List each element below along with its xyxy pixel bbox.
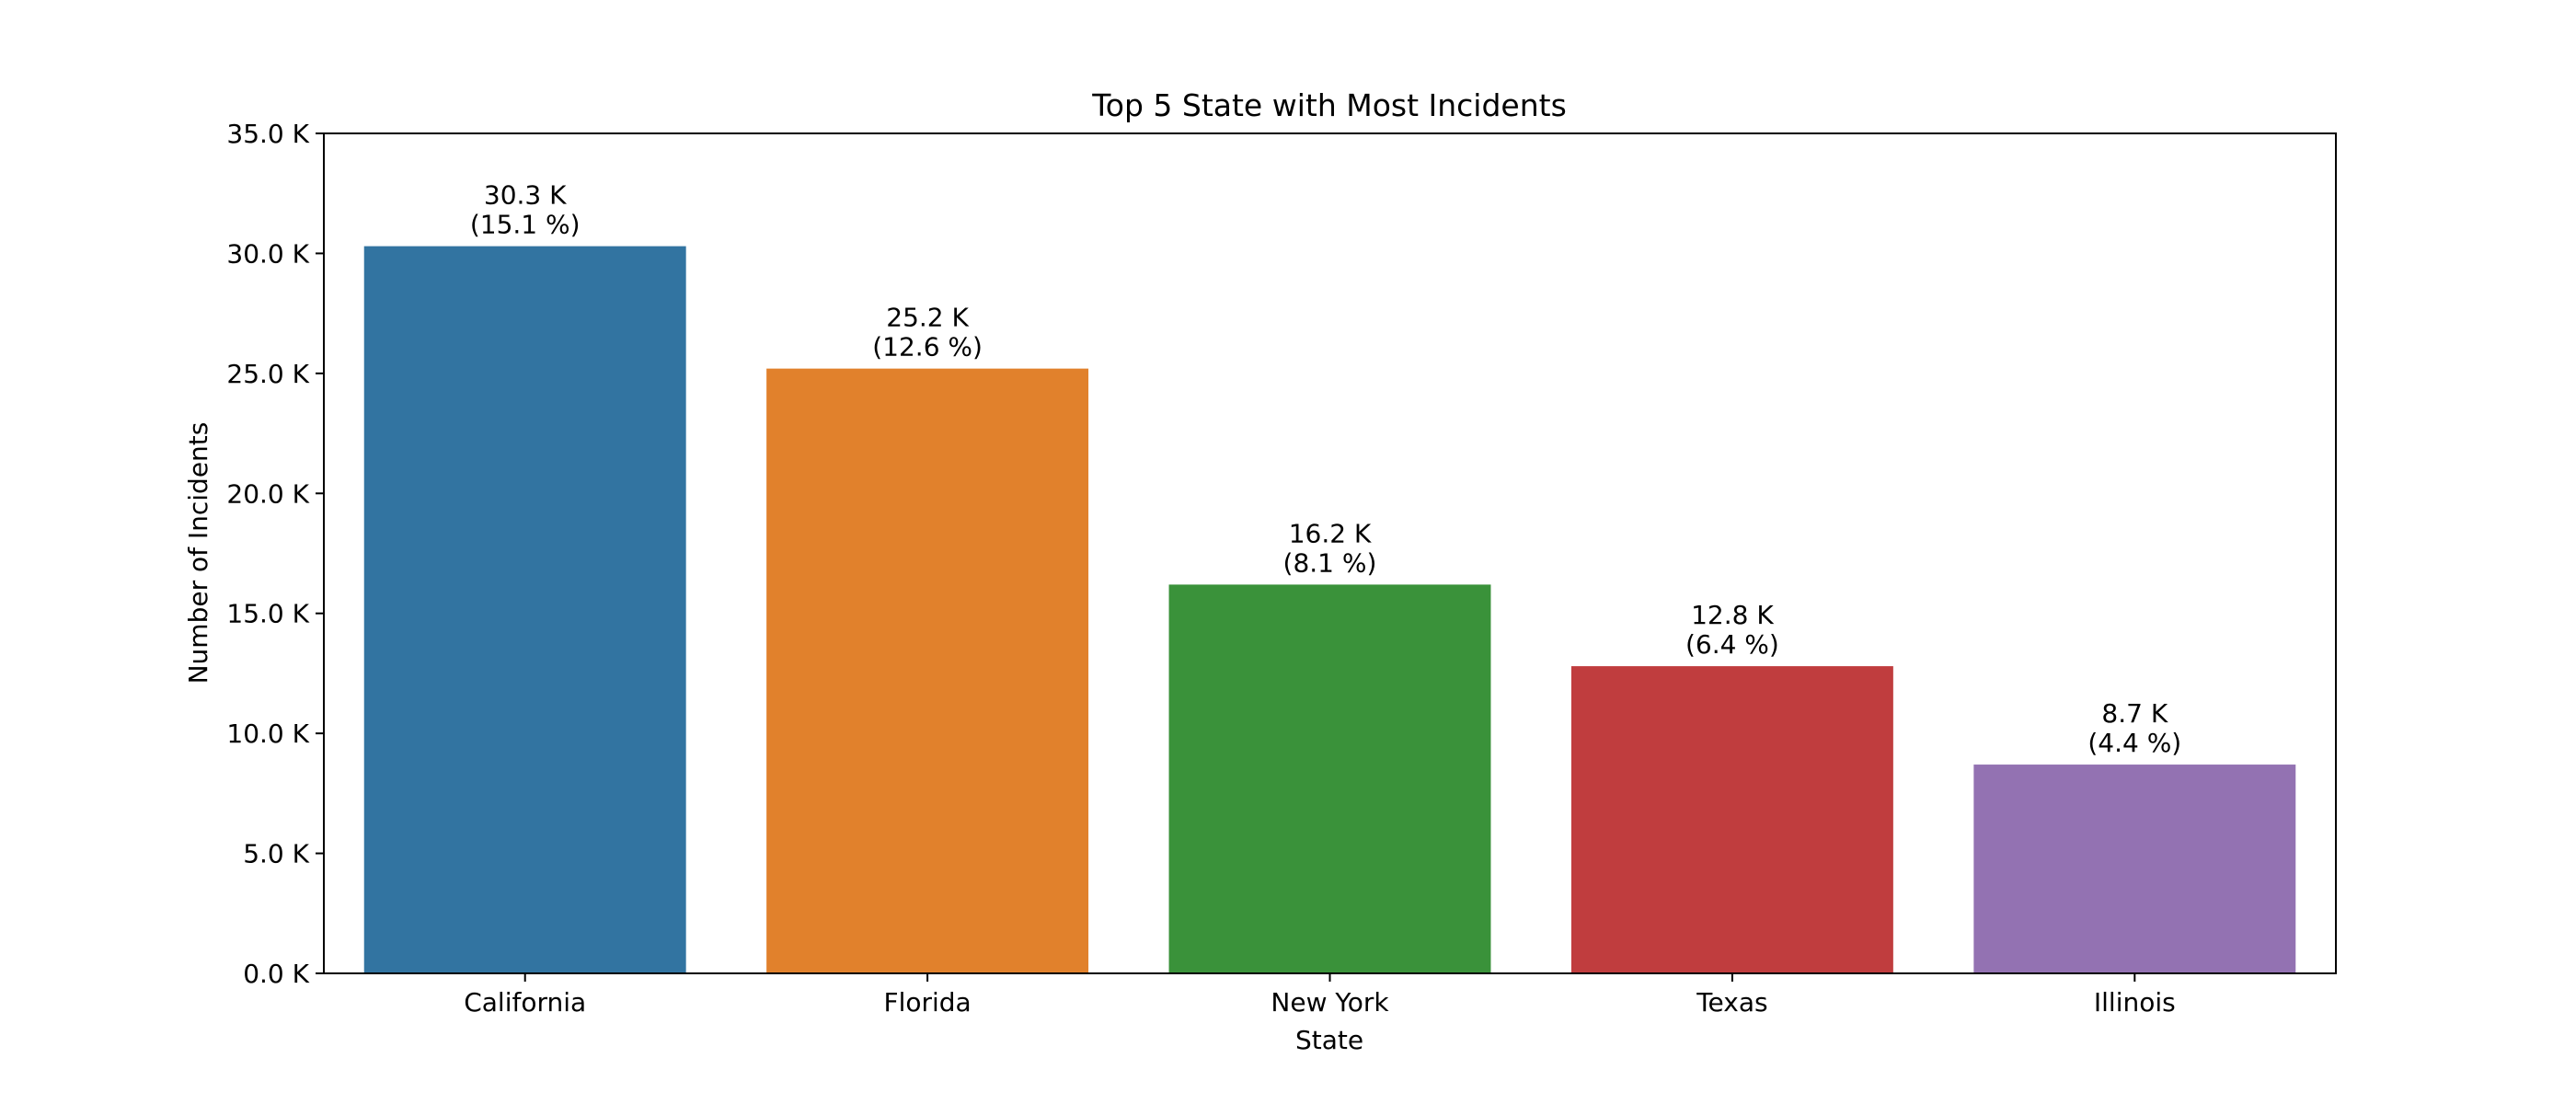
x-tick-label: Illinois	[2094, 987, 2176, 1018]
y-tick-label: 20.0 K	[226, 478, 309, 509]
x-axis: California Florida New York Texas Illinois	[464, 973, 2176, 1018]
y-tick-label: 25.0 K	[226, 359, 309, 389]
bars-layer	[363, 246, 2296, 973]
bar-new-york	[1168, 584, 1491, 973]
y-tick-label: 0.0 K	[243, 959, 309, 989]
y-tick-label: 35.0 K	[226, 119, 309, 149]
y-tick-label: 15.0 K	[226, 599, 309, 629]
bar-percent-label: (15.1 %)	[470, 210, 581, 240]
bar-percent-label: (4.4 %)	[2087, 728, 2181, 758]
bar-florida	[766, 368, 1089, 973]
bar-percent-label: (8.1 %)	[1283, 547, 1377, 578]
bar-value-label: 8.7 K	[2101, 698, 2168, 729]
y-axis-label: Number of Incidents	[183, 422, 213, 684]
bar-percent-label: (6.4 %)	[1685, 629, 1779, 660]
chart-title: Top 5 State with Most Incidents	[1091, 87, 1567, 123]
bar-value-label: 12.8 K	[1691, 600, 1774, 630]
bar-california	[363, 246, 686, 973]
plot-frame	[323, 132, 2337, 974]
x-tick-label: California	[464, 987, 586, 1018]
bar-texas	[1570, 666, 1893, 973]
y-tick-label: 30.0 K	[226, 238, 309, 269]
y-tick-label: 5.0 K	[243, 839, 309, 869]
x-axis-label: State	[1295, 1025, 1363, 1055]
bar-value-label: 16.2 K	[1289, 518, 1372, 548]
x-tick-label: New York	[1271, 987, 1389, 1018]
data-labels-layer: 30.3 K(15.1 %) 25.2 K(12.6 %) 16.2 K(8.1 %…	[470, 180, 2181, 758]
bar-illinois	[1973, 765, 2296, 973]
bar-value-label: 25.2 K	[886, 303, 969, 333]
y-tick-label: 10.0 K	[226, 719, 309, 749]
x-tick-label: Texas	[1696, 987, 1767, 1018]
x-tick-label: Florida	[883, 987, 971, 1018]
y-axis: 0.0 K 5.0 K 10.0 K 15.0 K 20.0 K 25.0 K 30.0 K…	[226, 119, 324, 989]
bar-percent-label: (12.6 %)	[872, 332, 983, 362]
bar-value-label: 30.3 K	[484, 180, 567, 211]
